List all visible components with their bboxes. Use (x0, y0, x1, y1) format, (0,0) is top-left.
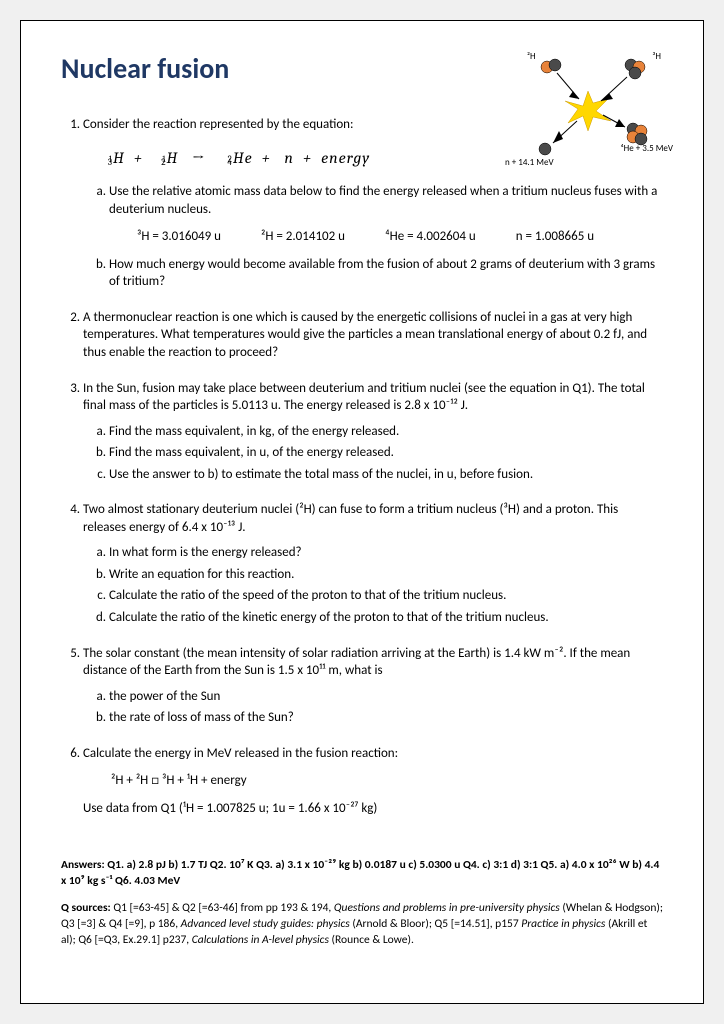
q6-equation: ²H + ²H □ ³H + ¹H + energy (111, 772, 663, 790)
q4b: Write an equation for this reaction. (109, 566, 663, 584)
q1a: Use the relative atomic mass data below … (109, 183, 663, 246)
question-list: Consider the reaction represented by the… (61, 116, 663, 817)
q4c: Calculate the ratio of the speed of the … (109, 587, 663, 605)
q3-intro: In the Sun, fusion may take place betwee… (83, 381, 645, 414)
q5a: the power of the Sun (109, 688, 663, 706)
q5-intro: The solar constant (the mean intensity o… (83, 646, 630, 679)
q2: A thermonuclear reaction is one which is… (83, 309, 663, 362)
q3-subs: Find the mass equivalent, in kg, of the … (83, 423, 663, 484)
q5b: the rate of loss of mass of the Sun? (109, 709, 663, 727)
q1b: How much energy would become available f… (109, 256, 663, 291)
label-n: n + 14.1 MeV (505, 157, 554, 168)
q4-intro: Two almost stationary deuterium nuclei (… (83, 502, 618, 535)
q4-subs: In what form is the energy released? Wri… (83, 544, 663, 626)
q4d: Calculate the ratio of the kinetic energ… (109, 609, 663, 627)
q5-subs: the power of the Sun the rate of loss of… (83, 688, 663, 727)
q5: The solar constant (the mean intensity o… (83, 645, 663, 727)
q3a: Find the mass equivalent, in kg, of the … (109, 423, 663, 441)
q1-subs: Use the relative atomic mass data below … (83, 183, 663, 291)
label-he: ⁴He + 3.5 MeV (620, 143, 673, 154)
q6-note: Use data from Q1 (¹H = 1.007825 u; 1u = … (83, 800, 663, 818)
label-3h: ³H (652, 51, 661, 62)
q4a: In what form is the energy released? (109, 544, 663, 562)
page: Nuclear fusion (20, 20, 704, 1004)
q1-intro: Consider the reaction represented by the… (83, 117, 354, 132)
q6: Calculate the energy in MeV released in … (83, 745, 663, 818)
q3: In the Sun, fusion may take place betwee… (83, 380, 663, 484)
answers-line: Answers: Q1. a) 2.8 pJ b) 1.7 TJ Q2. 10⁷… (61, 857, 663, 889)
mass-data: ³H = 3.016049 u ²H = 2.014102 u ⁴He = 4.… (137, 228, 663, 246)
q4: Two almost stationary deuterium nuclei (… (83, 501, 663, 626)
q3b: Find the mass equivalent, in u, of the e… (109, 444, 663, 462)
fusion-diagram: ²H ³H ⁴He + 3.5 MeV n + 14.1 MeV (523, 51, 663, 171)
answers-block: Answers: Q1. a) 2.8 pJ b) 1.7 TJ Q2. 10⁷… (61, 857, 663, 947)
label-2h: ²H (527, 51, 536, 62)
q3c: Use the answer to b) to estimate the tot… (109, 466, 663, 484)
q6-intro: Calculate the energy in MeV released in … (83, 746, 398, 761)
sources-line: Q sources: Q1 [=63-45] & Q2 [=63-46] fro… (61, 900, 663, 948)
